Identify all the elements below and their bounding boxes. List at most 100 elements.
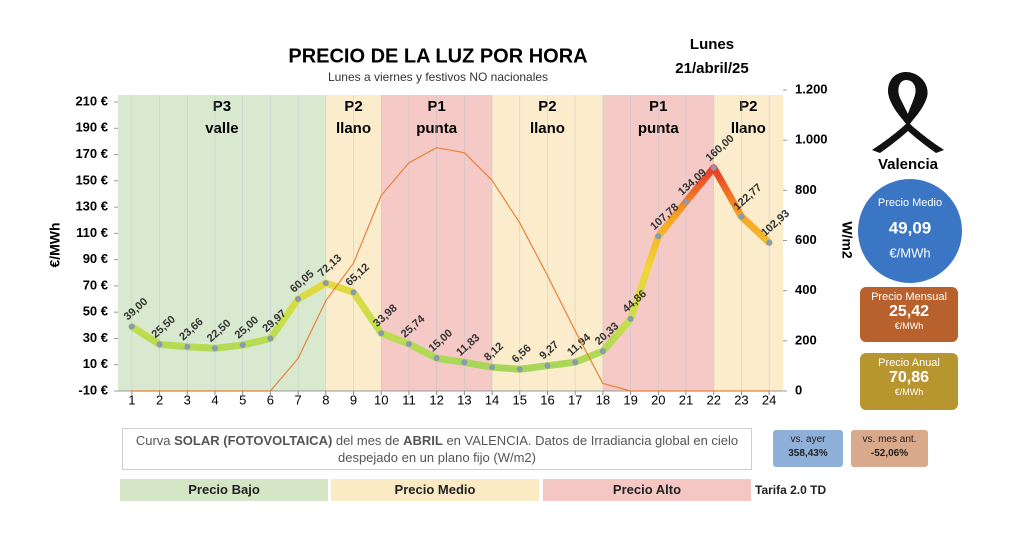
annual-price-value: 70,86 bbox=[888, 369, 930, 386]
annual-price-title: Precio Anual bbox=[878, 357, 940, 369]
price-point bbox=[295, 295, 302, 302]
price-point bbox=[239, 342, 246, 349]
city-label: Valencia bbox=[878, 156, 939, 173]
period-label: punta bbox=[638, 120, 679, 137]
x-tick-label: 11 bbox=[402, 392, 416, 407]
x-tick-label: 3 bbox=[184, 392, 191, 407]
x-tick-label: 23 bbox=[734, 392, 748, 407]
x-tick-label: 18 bbox=[596, 392, 610, 407]
x-tick-label: 2 bbox=[156, 392, 163, 407]
price-point bbox=[405, 341, 412, 348]
price-point bbox=[572, 359, 579, 366]
average-price-circle bbox=[858, 179, 962, 283]
y2-tick-label: 1.200 bbox=[795, 81, 828, 96]
annual-price-box: Precio Anual 70,86 €/MWh bbox=[860, 353, 958, 410]
price-point bbox=[683, 198, 690, 205]
price-point bbox=[128, 323, 135, 330]
y-tick-label: 170 € bbox=[75, 146, 108, 161]
price-line bbox=[128, 164, 773, 373]
monthly-price-unit: €/MWh bbox=[894, 321, 924, 331]
x-tick-label: 17 bbox=[568, 392, 582, 407]
y2-tick-label: 600 bbox=[795, 232, 817, 247]
annotation-part: del mes de bbox=[332, 433, 404, 448]
price-point bbox=[655, 233, 662, 240]
price-point bbox=[710, 164, 717, 171]
period-label: punta bbox=[416, 120, 457, 137]
monthly-price-box: Precio Mensual 25,42 €/MWh bbox=[860, 287, 958, 342]
vs-yesterday-value: 358,43% bbox=[788, 448, 828, 459]
x-tick-label: 13 bbox=[457, 392, 471, 407]
price-point bbox=[378, 330, 385, 337]
x-tick-label: 5 bbox=[239, 392, 246, 407]
y-tick-label: 50 € bbox=[83, 304, 108, 319]
y2-tick-label: 800 bbox=[795, 182, 817, 197]
annotation-part: en VALENCIA. Datos de Irradiancia global… bbox=[337, 433, 739, 465]
solar-line bbox=[131, 147, 770, 392]
monthly-price-title: Precio Mensual bbox=[871, 291, 947, 303]
y-tick-label: 150 € bbox=[75, 172, 108, 187]
x-tick-label: 21 bbox=[679, 392, 693, 407]
x-tick-label: 20 bbox=[651, 392, 665, 407]
x-tick-label: 8 bbox=[322, 392, 329, 407]
annual-price-unit: €/MWh bbox=[894, 387, 924, 397]
price-point bbox=[516, 366, 523, 373]
price-point bbox=[322, 280, 329, 287]
y2-tick-label: 0 bbox=[795, 382, 802, 397]
x-tick-label: 14 bbox=[485, 392, 499, 407]
vs-last-month-title: vs. mes ant. bbox=[862, 434, 917, 445]
x-tick-label: 4 bbox=[211, 392, 218, 407]
vs-yesterday-title: vs. ayer bbox=[790, 434, 826, 445]
period-label: valle bbox=[205, 120, 238, 137]
mourning-ribbon-icon bbox=[872, 72, 944, 153]
date-label: 21/abril/25 bbox=[675, 60, 748, 77]
average-price-value: 49,09 bbox=[889, 218, 932, 237]
legend-entry: Precio Medio bbox=[331, 479, 539, 501]
legend-entry: Precio Bajo bbox=[120, 479, 328, 501]
price-point bbox=[350, 289, 357, 296]
x-tick-label: 12 bbox=[429, 392, 443, 407]
y-tick-label: -10 € bbox=[78, 382, 108, 397]
period-name: P3 bbox=[213, 98, 231, 115]
solar-annotation: Curva SOLAR (FOTOVOLTAICA) del mes de AB… bbox=[122, 428, 752, 470]
average-price-title: Precio Medio bbox=[878, 197, 942, 209]
y-tick-label: 210 € bbox=[75, 93, 108, 108]
annotation-part: SOLAR (FOTOVOLTAICA) bbox=[174, 433, 333, 448]
x-tick-label: 16 bbox=[540, 392, 554, 407]
y-tick-label: 70 € bbox=[83, 277, 108, 292]
y2-tick-label: 200 bbox=[795, 332, 817, 347]
x-tick-label: 15 bbox=[513, 392, 527, 407]
price-point bbox=[489, 364, 496, 371]
y-tick-label: 30 € bbox=[83, 330, 108, 345]
y2-axis-label: W/m2 bbox=[839, 221, 855, 259]
legend-entry: Precio Alto bbox=[543, 479, 751, 501]
monthly-price-value: 25,42 bbox=[888, 303, 930, 320]
vs-yesterday-box: vs. ayer 358,43% bbox=[773, 430, 843, 467]
price-point bbox=[211, 345, 218, 352]
average-price-unit: €/MWh bbox=[889, 245, 930, 260]
x-tick-label: 1 bbox=[128, 392, 135, 407]
price-point bbox=[156, 341, 163, 348]
x-tick-label: 24 bbox=[762, 392, 776, 407]
price-point bbox=[184, 343, 191, 350]
vs-last-month-box: vs. mes ant. -52,06% bbox=[851, 430, 928, 467]
annotation-part: ABRIL bbox=[403, 433, 443, 448]
y-tick-label: 110 € bbox=[76, 225, 108, 240]
y-axis-label: €/MWh bbox=[47, 222, 63, 267]
chart-subtitle: Lunes a viernes y festivos NO nacionales bbox=[328, 70, 548, 84]
x-tick-label: 7 bbox=[294, 392, 301, 407]
y-tick-label: 90 € bbox=[83, 251, 108, 266]
y-tick-label: 130 € bbox=[75, 199, 108, 214]
x-tick-label: 22 bbox=[706, 392, 720, 407]
vs-last-month-value: -52,06% bbox=[870, 448, 909, 459]
price-point bbox=[267, 335, 274, 342]
x-tick-label: 10 bbox=[374, 392, 388, 407]
price-point bbox=[766, 239, 773, 246]
x-tick-label: 9 bbox=[350, 392, 357, 407]
price-point bbox=[461, 359, 468, 366]
x-tick-label: 19 bbox=[623, 392, 637, 407]
price-point bbox=[433, 355, 440, 362]
period-name: P2 bbox=[739, 98, 757, 115]
y-tick-label: 190 € bbox=[75, 120, 108, 135]
